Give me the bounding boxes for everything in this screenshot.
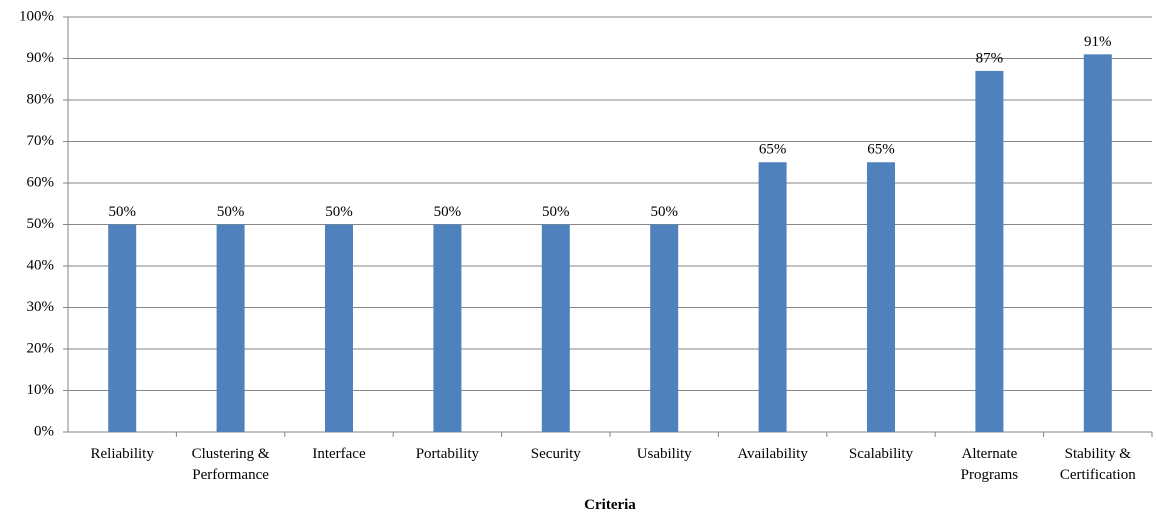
- bar: [325, 224, 353, 432]
- y-tick-label: 100%: [19, 8, 54, 24]
- data-label: 87%: [976, 50, 1004, 66]
- y-tick-label: 90%: [27, 50, 55, 66]
- x-tick-label: Usability: [636, 446, 692, 462]
- data-label: 50%: [325, 204, 353, 220]
- x-axis-title: Criteria: [584, 497, 636, 513]
- data-label: 50%: [217, 204, 245, 220]
- bar: [1083, 54, 1112, 432]
- data-label: 50%: [434, 204, 462, 220]
- bar: [433, 224, 462, 432]
- x-tick-label: Stability & Certification: [1059, 446, 1136, 483]
- data-label: 50%: [650, 204, 678, 220]
- y-tick-label: 40%: [27, 257, 55, 273]
- data-label: 50%: [542, 204, 570, 220]
- x-tick-label: Portability: [415, 446, 480, 462]
- data-label: 65%: [867, 142, 895, 158]
- x-tick-label: Clustering & Performance: [191, 446, 270, 483]
- y-tick-label: 60%: [27, 174, 55, 190]
- x-tick-label: Interface: [312, 446, 366, 462]
- y-tick-label: 80%: [27, 91, 55, 107]
- y-tick-label: 0%: [34, 423, 54, 439]
- x-tick-label: Availability: [737, 446, 808, 462]
- x-tick-label: Scalability: [848, 446, 914, 462]
- x-tick-label: Security: [530, 446, 581, 462]
- data-label: 65%: [759, 142, 787, 158]
- x-tick-label: Reliability: [90, 446, 154, 462]
- bar: [650, 224, 679, 432]
- x-tick-label: Alternate Programs: [960, 446, 1019, 483]
- data-label: 91%: [1084, 34, 1112, 50]
- data-label: 50%: [108, 204, 136, 220]
- bar: [216, 224, 245, 432]
- bar: [541, 224, 570, 432]
- bar: [867, 162, 895, 432]
- bar: [108, 224, 137, 432]
- y-tick-label: 20%: [27, 340, 55, 356]
- bar: [758, 162, 787, 432]
- bar: [975, 70, 1004, 432]
- y-tick-label: 30%: [27, 299, 55, 315]
- y-tick-label: 70%: [27, 133, 55, 149]
- y-tick-label: 50%: [27, 216, 55, 232]
- y-tick-label: 10%: [27, 382, 55, 398]
